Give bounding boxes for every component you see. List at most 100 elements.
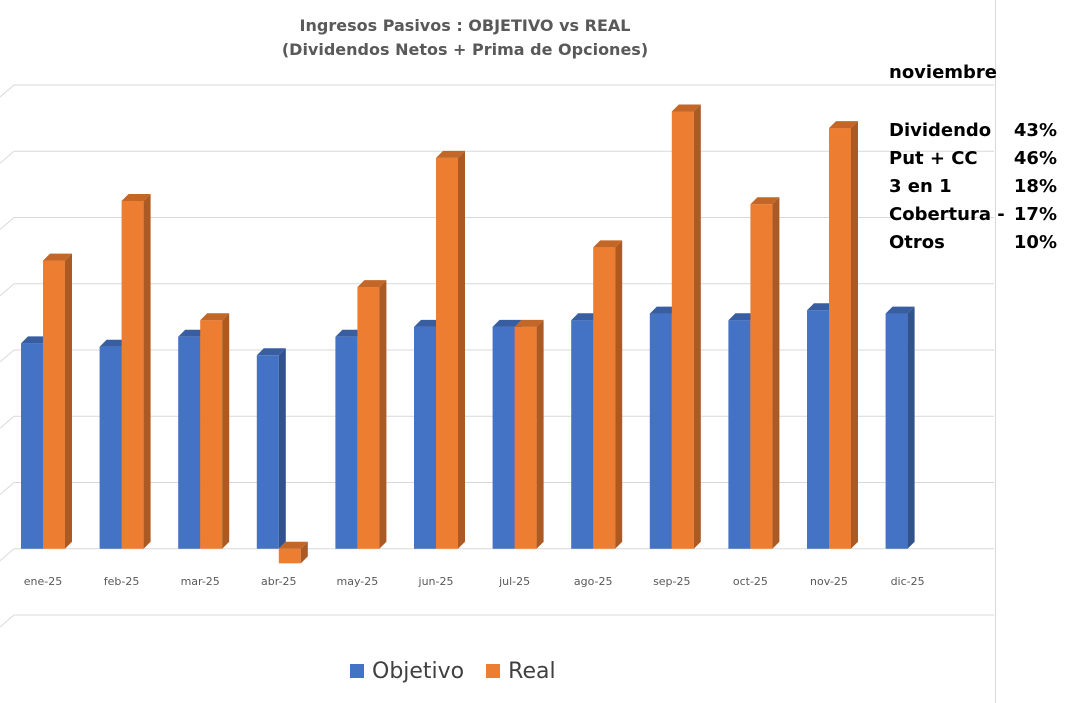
bar-objetivo-dic-25 (885, 306, 915, 549)
bar-front (43, 260, 65, 549)
bar-top (807, 303, 836, 311)
bar-front (514, 326, 537, 549)
bar-side (222, 313, 230, 549)
bar-top (593, 240, 623, 248)
bar-top (178, 329, 208, 337)
bar-front (278, 548, 301, 564)
bar-real-mar-25 (200, 313, 230, 549)
bar-top (335, 329, 365, 337)
bar-side (65, 253, 72, 549)
bar-side (693, 104, 701, 549)
legend-swatch-objetivo (350, 664, 364, 678)
bar-top (414, 319, 443, 327)
bar-top (21, 336, 50, 344)
bar-top (200, 313, 230, 321)
gridline-depth (0, 482, 15, 495)
bar-top (99, 339, 129, 347)
gridline-depth (0, 84, 15, 98)
gridline-depth (0, 548, 15, 562)
bars (21, 104, 915, 564)
bar-top (829, 121, 858, 129)
bar-top (750, 197, 780, 205)
breakdown-label: Otros (889, 232, 945, 253)
bar-top (514, 319, 544, 327)
legend-entry-real: Real (486, 659, 556, 684)
x-tick-label: may-25 (337, 575, 379, 588)
bar-front (121, 200, 144, 549)
bar-side (458, 150, 465, 549)
bar-front (728, 320, 751, 549)
x-tick-label: jul-25 (498, 575, 530, 588)
bar-front (807, 310, 829, 549)
chart-subtitle: (Dividendos Netos + Prima de Opciones) (281, 40, 649, 59)
bar-front (436, 157, 458, 549)
bar-front (414, 326, 436, 549)
bar-side (615, 240, 623, 549)
x-tick-label: mar-25 (181, 575, 220, 588)
bar-side (536, 319, 544, 549)
breakdown-value: 10% (1013, 232, 1057, 253)
bar-real-jul-25 (514, 319, 544, 549)
gridline-depth (0, 614, 15, 628)
bar-chart: ene-25 feb-25 mar-25 abr-25 may-25 jun-25 jul-… (0, 84, 994, 628)
bar-front (750, 204, 773, 549)
bar-side (278, 348, 286, 549)
chart-title-main: Ingresos Pasivos : OBJETIVO vs REAL (299, 16, 631, 35)
x-tick-label: jun-25 (418, 575, 454, 588)
bar-objetivo-abr-25 (256, 348, 286, 549)
bar-side (379, 280, 387, 549)
breakdown-month: noviembre (889, 62, 998, 83)
bar-side (143, 193, 151, 549)
breakdown-label: Cobertura - (889, 204, 1005, 225)
bar-real-ene-25 (43, 253, 72, 549)
x-tick-label: abr-25 (261, 575, 297, 588)
breakdown-row-dividendo: Dividendo 43% (889, 120, 1057, 146)
bar-front (99, 346, 122, 549)
breakdown-label: Dividendo (889, 120, 992, 141)
bar-top (728, 313, 758, 321)
bar-real-ago-25 (593, 240, 623, 549)
breakdown-label: Put + CC (889, 148, 978, 169)
x-tick-label: feb-25 (104, 575, 140, 588)
x-tick-label: nov-25 (810, 575, 848, 588)
bar-top (885, 306, 915, 314)
bar-front (593, 247, 616, 549)
bar-front (885, 313, 908, 549)
x-tick-label: sep-25 (653, 575, 690, 588)
x-axis-labels: ene-25 feb-25 mar-25 abr-25 may-25 jun-25 jul-… (24, 575, 925, 588)
bar-front (178, 336, 201, 549)
bar-real-oct-25 (750, 197, 780, 549)
gridline-depth (0, 349, 15, 363)
bar-side (772, 197, 780, 549)
bar-real-jun-25 (436, 150, 465, 549)
legend-label-objetivo: Objetivo (372, 658, 465, 684)
legend-entry-objetivo: Objetivo (350, 659, 464, 684)
x-tick-label: ene-25 (24, 575, 62, 588)
breakdown-value: 46% (1013, 148, 1057, 169)
breakdown-value: 43% (1013, 120, 1057, 141)
bar-top (357, 280, 387, 288)
bar-real-abr-25 (278, 541, 308, 564)
bar-top (256, 348, 286, 356)
bar-top (492, 319, 522, 327)
bar-side (907, 306, 915, 549)
bar-front (335, 336, 358, 549)
bar-top (671, 104, 701, 112)
bar-front (571, 320, 594, 549)
breakdown-label: 3 en 1 (889, 176, 952, 197)
bar-front (256, 355, 279, 549)
breakdown-value: 17% (1013, 204, 1057, 225)
breakdown-row-3-en-1: 3 en 1 18% (889, 176, 1057, 202)
bar-real-feb-25 (121, 193, 151, 549)
bar-front (649, 313, 672, 549)
breakdown-row-put-cc: Put + CC 46% (889, 148, 1057, 174)
breakdown-row-cobertura: Cobertura - 17% (889, 204, 1057, 230)
bar-real-may-25 (357, 280, 387, 549)
chart-title: Ingresos Pasivos : OBJETIVO vs REAL (Div… (0, 14, 930, 62)
bar-top (571, 313, 601, 321)
breakdown-value: 18% (1013, 176, 1057, 197)
bar-real-nov-25 (829, 121, 858, 549)
x-tick-label: oct-25 (733, 575, 768, 588)
bar-top (436, 150, 465, 158)
legend: Objetivo Real (350, 656, 556, 686)
